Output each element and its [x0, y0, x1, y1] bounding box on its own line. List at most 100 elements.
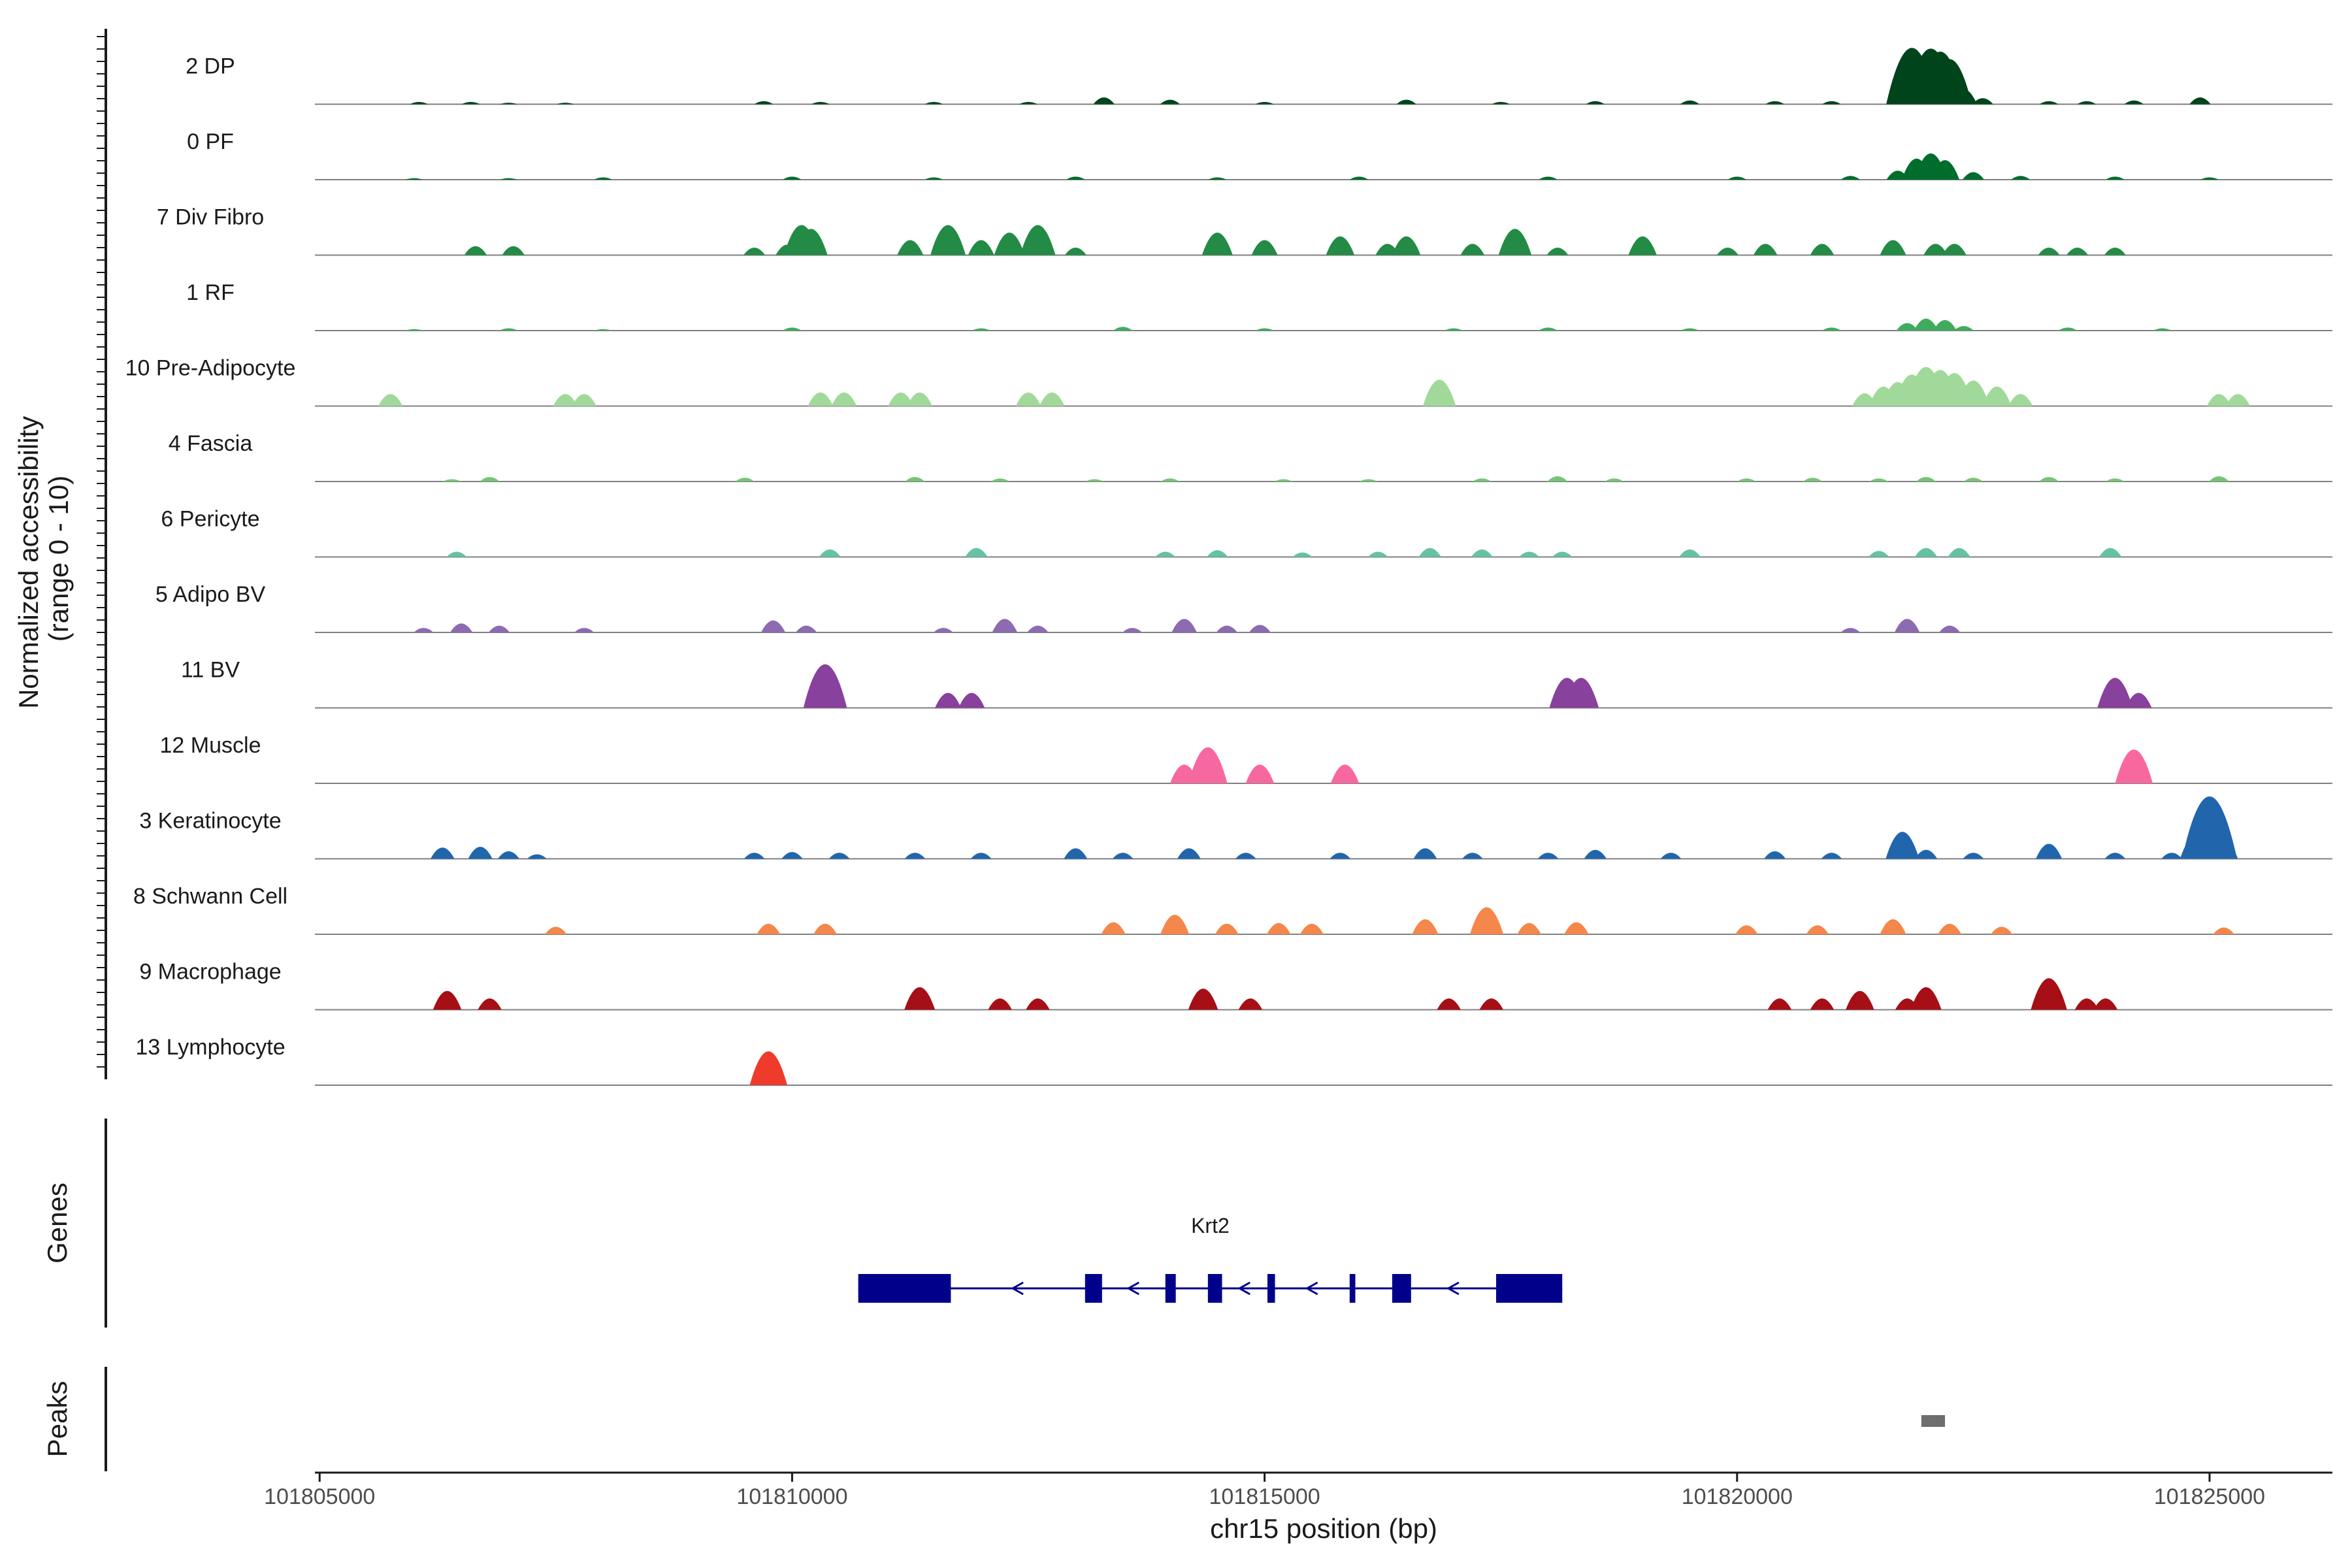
accessibility-peak — [1122, 628, 1143, 632]
track-label: 2 DP — [186, 54, 235, 79]
gene-exon — [1207, 1274, 1222, 1303]
accessibility-peak — [1255, 102, 1274, 105]
accessibility-peak — [1101, 922, 1126, 934]
accessibility-peak — [749, 1051, 788, 1085]
accessibility-peak — [803, 664, 847, 708]
x-axis-tick-label: 101825000 — [2154, 1484, 2265, 1509]
accessibility-peak — [1064, 248, 1086, 255]
accessibility-peak — [831, 392, 857, 406]
accessibility-peak — [2097, 678, 2133, 708]
accessibility-peak — [1716, 248, 1739, 255]
genes-panel-title: Genes — [42, 1183, 73, 1264]
track-13-lymphocyte: 13 Lymphocyte — [135, 1035, 2332, 1086]
accessibility-peak — [1392, 236, 1421, 255]
accessibility-peak — [1563, 678, 1599, 708]
accessibility-peak — [2104, 248, 2126, 255]
accessibility-peak — [1810, 998, 1835, 1010]
accessibility-peak — [1349, 176, 1369, 180]
accessibility-peak — [1735, 925, 1758, 934]
track-12-muscle: 12 Muscle — [160, 733, 2332, 784]
accessibility-peak — [1552, 551, 1573, 557]
strand-arrow — [1305, 1281, 1318, 1296]
track-1-rf: 1 RF — [186, 280, 2332, 331]
track-label: 3 Keratinocyte — [139, 809, 281, 834]
accessibility-peak — [1479, 998, 1503, 1010]
accessibility-peak — [2115, 749, 2153, 783]
accessibility-peak — [1472, 478, 1492, 482]
accessibility-peak — [1982, 386, 2012, 406]
accessibility-peak — [897, 240, 924, 255]
accessibility-peak — [2058, 327, 2078, 331]
accessibility-peak — [1991, 926, 2013, 934]
accessibility-peak — [594, 177, 613, 180]
accessibility-peak — [992, 619, 1018, 632]
track-label: 0 PF — [187, 129, 234, 154]
accessibility-peak — [414, 628, 434, 632]
accessibility-peak — [2124, 100, 2144, 105]
accessibility-peak — [1950, 89, 1977, 105]
accessibility-peak — [2206, 394, 2232, 406]
strand-arrow — [1446, 1281, 1460, 1296]
accessibility-peak — [1753, 244, 1778, 255]
accessibility-peak — [760, 620, 786, 632]
accessibility-peak — [1539, 327, 1558, 331]
accessibility-peak — [1160, 99, 1181, 105]
accessibility-peak — [1880, 240, 1906, 255]
accessibility-peak — [2010, 176, 2031, 180]
accessibility-peak — [813, 923, 837, 934]
accessibility-peak — [1933, 319, 1957, 331]
track-5-adipo-bv: 5 Adipo BV — [155, 582, 2332, 633]
accessibility-peak — [1267, 923, 1291, 934]
accessibility-peak — [431, 847, 455, 859]
accessibility-peak — [1930, 160, 1960, 180]
x-axis-tick-label: 101805000 — [264, 1484, 375, 1509]
accessibility-peak — [1517, 923, 1541, 934]
accessibility-peak — [1765, 101, 1785, 105]
accessibility-peak — [1539, 176, 1558, 180]
accessibility-peak — [1806, 925, 1829, 934]
track-3-keratinocyte: 3 Keratinocyte — [139, 796, 2332, 860]
x-axis: 101805000 101810000 101815000 101820000 1018… — [264, 1471, 2332, 1544]
accessibility-peak — [1112, 853, 1134, 859]
accessibility-peak — [1418, 547, 1441, 557]
accessibility-peak — [1201, 233, 1233, 255]
accessibility-peak — [1412, 919, 1439, 934]
accessibility-peak — [808, 392, 834, 406]
accessibility-peak — [2213, 927, 2234, 934]
accessibility-peak — [442, 479, 461, 482]
accessibility-peak — [965, 547, 988, 557]
accessibility-peak — [735, 478, 755, 482]
accessibility-peak — [1914, 318, 1938, 331]
accessibility-peak — [1846, 990, 1874, 1010]
accessibility-peak — [545, 926, 567, 934]
accessibility-peak — [2074, 998, 2099, 1010]
track-0-pf: 0 PF — [187, 129, 2332, 180]
accessibility-peak — [1255, 328, 1274, 331]
gene-models: Krt2 — [858, 1214, 1563, 1303]
accessibility-peak — [1948, 547, 1970, 557]
accessibility-peak — [2099, 547, 2122, 557]
accessibility-peak — [502, 246, 525, 255]
accessibility-peak — [1422, 380, 1456, 406]
accessibility-peak — [527, 854, 547, 859]
accessibility-peak — [819, 549, 841, 557]
accessibility-peak — [1300, 923, 1324, 934]
track-2-dp: 2 DP — [186, 48, 2332, 105]
accessibility-peak — [1584, 849, 1607, 859]
accessibility-peak — [1020, 225, 1056, 255]
accessibility-peak — [1245, 764, 1275, 783]
accessibility-peak — [2077, 101, 2097, 105]
accessibility-peak — [1160, 478, 1180, 482]
accessibility-peak — [1367, 551, 1388, 557]
gene-exon — [1267, 1274, 1275, 1303]
x-axis-tick-label: 101820000 — [1682, 1484, 1793, 1509]
accessibility-peak — [2161, 853, 2182, 859]
x-axis-ticks: 101805000 101810000 101815000 101820000 1018… — [264, 1473, 2265, 1509]
track-4-fascia: 4 Fascia — [169, 431, 2332, 482]
accessibility-peak — [958, 693, 985, 708]
accessibility-peak — [1547, 476, 1568, 482]
accessibility-peak — [1972, 98, 1993, 105]
track-label: 12 Muscle — [160, 733, 261, 758]
accessibility-peak — [988, 998, 1012, 1010]
gene-krt2: Krt2 — [858, 1214, 1563, 1303]
